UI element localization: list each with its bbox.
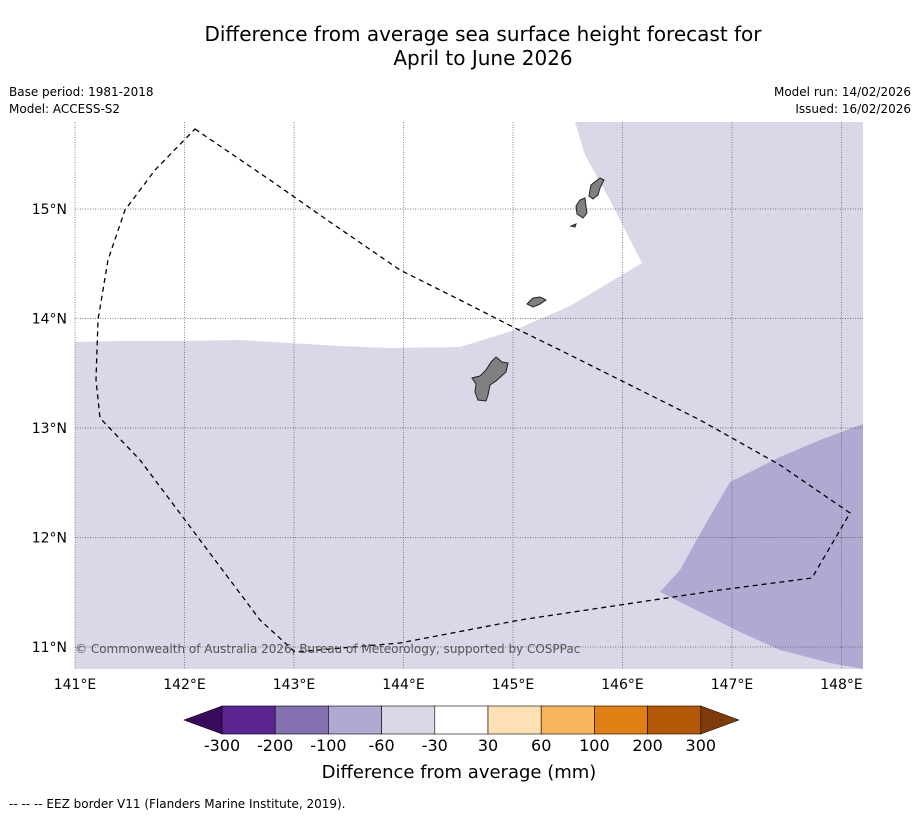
island-aguijan <box>569 223 577 228</box>
title-line-1: Difference from average sea surface heig… <box>204 22 762 46</box>
island-tinian <box>575 197 588 219</box>
footnote: -- -- -- EEZ border V11 (Flanders Marine… <box>9 797 346 811</box>
x-tick: 142°E <box>163 677 206 693</box>
title-line-2: April to June 2026 <box>393 46 573 70</box>
y-tick: 14°N <box>32 312 67 328</box>
y-tick: 11°N <box>32 640 67 656</box>
x-tick: 148°E <box>820 677 863 693</box>
x-tick: 143°E <box>273 677 316 693</box>
map-title: Difference from average sea surface heig… <box>0 22 919 70</box>
sea-shading-medium <box>660 424 863 669</box>
colorbar-tick-label: -200 <box>257 736 293 755</box>
colorbar-tick-label: -100 <box>310 736 346 755</box>
map-area: © Commonwealth of Australia 2026, Bureau… <box>74 122 863 669</box>
colorbar-extend-min <box>183 705 223 735</box>
colorbar-segment <box>381 705 436 735</box>
x-tick: 141°E <box>54 677 97 693</box>
x-tick: 147°E <box>711 677 754 693</box>
meta-right: Model run: 14/02/2026 Issued: 16/02/2026 <box>774 84 911 118</box>
x-tick: 144°E <box>382 677 425 693</box>
colorbar: -300 -200 -100 -60 -30 30 60 100 200 300 <box>183 705 740 755</box>
meta-left: Base period: 1981-2018 Model: ACCESS-S2 <box>9 84 154 118</box>
colorbar-segment <box>647 705 702 735</box>
x-tick: 145°E <box>492 677 535 693</box>
colorbar-segment <box>221 705 276 735</box>
colorbar-segment <box>594 705 648 735</box>
colorbar-title: Difference from average (mm) <box>322 762 597 783</box>
model-text: Model: ACCESS-S2 <box>9 102 121 116</box>
y-tick: 15°N <box>32 202 67 218</box>
issued-text: Issued: 16/02/2026 <box>795 102 911 116</box>
colorbar-segment <box>274 705 329 735</box>
y-axis-ticks: 15°N 14°N 13°N 12°N 11°N <box>32 202 67 656</box>
colorbar-tick-label: 100 <box>579 736 610 755</box>
copyright-text: © Commonwealth of Australia 2026, Bureau… <box>75 642 580 656</box>
base-period-text: Base period: 1981-2018 <box>9 85 154 99</box>
colorbar-extend-max <box>700 705 740 735</box>
eez-border <box>95 128 851 653</box>
colorbar-segment <box>434 705 489 735</box>
island-saipan <box>588 177 605 200</box>
y-tick: 13°N <box>32 421 67 437</box>
x-axis-ticks: 141°E 142°E 143°E 144°E 145°E 146°E 147°… <box>54 677 863 693</box>
colorbar-segment <box>328 705 382 735</box>
islands <box>471 177 605 402</box>
colorbar-tick-label: 300 <box>686 736 717 755</box>
colorbar-tick-label: 60 <box>531 736 551 755</box>
gridlines <box>74 122 863 669</box>
colorbar-segment <box>487 705 542 735</box>
colorbar-tick-label: -60 <box>369 736 395 755</box>
model-run-text: Model run: 14/02/2026 <box>773 85 911 99</box>
colorbar-tick-label: -30 <box>422 736 448 755</box>
colorbar-tick-label: 30 <box>478 736 498 755</box>
colorbar-tick-label: -300 <box>204 736 240 755</box>
colorbar-segment <box>540 705 595 735</box>
island-rota <box>526 296 547 308</box>
y-tick: 12°N <box>32 531 67 547</box>
colorbar-tick-label: 200 <box>632 736 663 755</box>
island-guam <box>471 356 509 402</box>
sea-near-average-region <box>75 122 642 348</box>
x-tick: 146°E <box>601 677 644 693</box>
